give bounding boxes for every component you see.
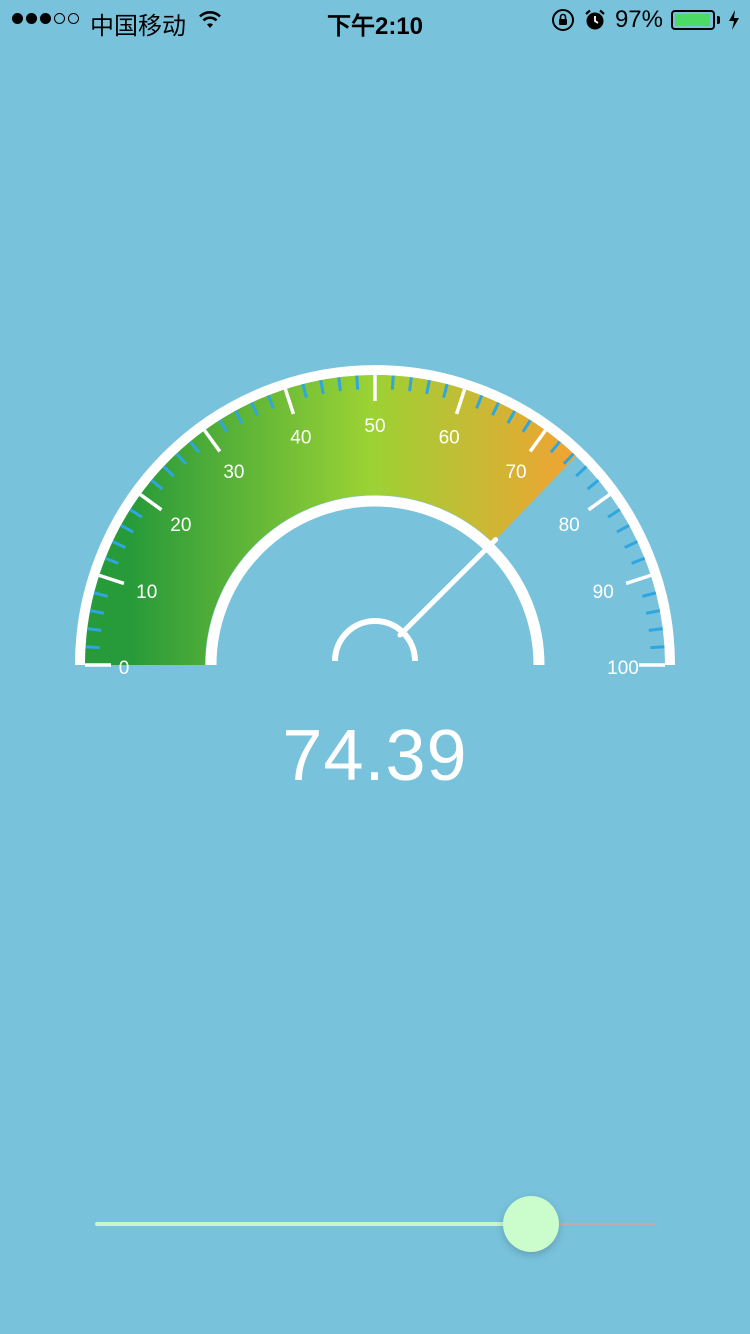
- gauge-minor-tick: [104, 556, 119, 565]
- gauge-minor-tick: [355, 375, 360, 390]
- gauge-minor-tick: [586, 478, 600, 491]
- gauge-minor-tick: [549, 440, 562, 454]
- charging-icon: [729, 10, 739, 30]
- slider-max-track[interactable]: [512, 1223, 656, 1225]
- gauge-minor-tick: [93, 591, 109, 598]
- gauge-minor-tick: [648, 627, 663, 632]
- gauge-major-tick: [203, 429, 222, 453]
- gauge-tick-label: 80: [559, 515, 580, 536]
- carrier-name: 中国移动: [90, 13, 186, 40]
- speed-gauge: 0 10 20 30 40 50 60 70 80 90 100: [75, 365, 675, 679]
- gauge-minor-tick: [175, 452, 188, 465]
- gauge-major-tick: [283, 388, 296, 415]
- gauge-minor-tick: [575, 465, 588, 478]
- gauge-minor-tick: [337, 377, 342, 392]
- battery-percent: 97%: [614, 6, 663, 33]
- alarm-icon: [585, 9, 605, 30]
- gauge-needle-hub: [332, 618, 418, 662]
- gauge-minor-tick: [624, 540, 639, 549]
- gauge-minor-tick: [631, 556, 646, 565]
- gauge-tick-label: 70: [505, 462, 526, 483]
- battery-tip: [717, 16, 720, 24]
- gauge-minor-tick: [87, 627, 102, 632]
- gauge-minor-tick: [425, 379, 431, 395]
- gauge-tick-labels: 0 10 20 30 40 50 60 70 80 90 100: [119, 416, 639, 679]
- gauge-minor-tick: [607, 508, 621, 519]
- gauge-major-tick: [98, 573, 125, 586]
- gauge-minor-tick: [233, 410, 244, 424]
- gauge-minor-tick: [521, 419, 532, 433]
- gauge-minor-tick: [120, 523, 134, 534]
- status-time: 下午2:10: [326, 13, 424, 40]
- gauge-tick-label: 90: [593, 582, 614, 603]
- slider-thumb[interactable]: [503, 1196, 560, 1252]
- gauge-minor-tick: [562, 452, 575, 465]
- gauge-minor-tick: [390, 375, 395, 390]
- status-bar: 中国移动 下午2:10 97%: [0, 0, 750, 40]
- gauge-minor-tick: [218, 419, 229, 433]
- gauge-tick-label: 40: [290, 428, 311, 449]
- gauge-minor-tick: [111, 540, 126, 549]
- gauge-minor-tick: [319, 379, 325, 395]
- gauge-major-tick: [625, 573, 652, 586]
- gauge-minor-tick: [408, 377, 413, 392]
- gauge-minor-tick: [442, 383, 449, 399]
- gauge-minor-tick: [129, 508, 143, 519]
- gauge-minor-tick: [162, 465, 175, 478]
- value-slider[interactable]: [95, 1196, 656, 1252]
- gauge-value-band: [85, 374, 577, 665]
- gauge-tick-label: 30: [223, 462, 244, 483]
- gauge-major-tick: [139, 493, 163, 512]
- gauge-minor-tick: [641, 591, 657, 598]
- battery-icon: [671, 10, 715, 30]
- gauge-ticks: [85, 375, 665, 667]
- gauge-minor-tick: [650, 645, 665, 650]
- gauge-value-readout: 74.39: [282, 716, 468, 796]
- gauge-tick-label: 10: [136, 582, 157, 603]
- gauge-minor-tick: [266, 394, 275, 409]
- status-right-group: 97%: [551, 6, 740, 34]
- gauge-major-tick: [587, 493, 611, 512]
- signal-icon: [12, 13, 79, 24]
- rotation-lock-icon: [551, 9, 574, 31]
- gauge-major-tick: [454, 388, 467, 415]
- gauge-major-tick: [528, 429, 547, 453]
- gauge-tick-label: 20: [170, 515, 191, 536]
- gauge-minor-tick: [506, 410, 517, 424]
- gauge-tick-label: 50: [364, 416, 385, 437]
- gauge-minor-tick: [89, 609, 105, 615]
- gauge-minor-tick: [150, 478, 164, 491]
- gauge-minor-tick: [188, 440, 201, 454]
- gauge-outer-ring: [75, 365, 675, 666]
- gauge-tick-label: 100: [607, 658, 639, 679]
- gauge-needle: [397, 537, 499, 638]
- gauge-minor-tick: [491, 401, 500, 416]
- gauge-minor-tick: [475, 394, 484, 409]
- gauge-tick-label: 0: [119, 658, 130, 679]
- gauge-inner-ring: [205, 495, 545, 666]
- gauge-minor-tick: [250, 401, 259, 416]
- slider-min-track[interactable]: [95, 1222, 513, 1226]
- wifi-icon: [199, 11, 221, 28]
- gauge-minor-tick: [301, 383, 308, 399]
- gauge-minor-tick: [645, 609, 661, 615]
- gauge-tick-label: 60: [439, 428, 460, 449]
- gauge-minor-tick: [85, 645, 100, 650]
- gauge-minor-tick: [616, 523, 630, 534]
